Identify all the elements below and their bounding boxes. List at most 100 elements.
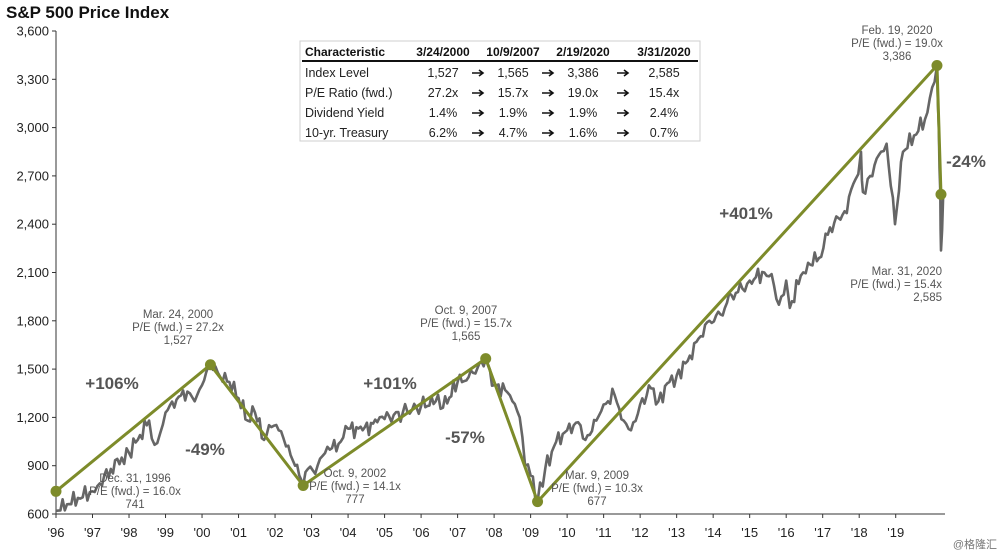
y-tick-label: 3,600 bbox=[16, 24, 49, 39]
y-tick-label: 2,700 bbox=[16, 168, 49, 183]
point-annotation: 3,386 bbox=[883, 51, 912, 63]
x-tick-label: '03 bbox=[303, 525, 320, 540]
x-tick-label: '12 bbox=[632, 525, 649, 540]
arrow-icon bbox=[617, 69, 630, 77]
y-tick-label: 3,000 bbox=[16, 120, 49, 135]
point-annotation: 677 bbox=[587, 496, 606, 508]
point-annotation: Mar. 9, 2009 bbox=[565, 470, 629, 482]
peak-trough-marker bbox=[480, 353, 492, 365]
table-row-label: Dividend Yield bbox=[305, 106, 384, 120]
point-annotation: Dec. 31, 1996 bbox=[99, 473, 171, 485]
x-tick-label: '08 bbox=[486, 525, 503, 540]
x-tick-label: '11 bbox=[596, 525, 612, 540]
x-tick-label: '18 bbox=[851, 525, 868, 540]
table-header-date: 2/19/2020 bbox=[556, 45, 610, 59]
table-cell: 1.4% bbox=[429, 106, 458, 120]
point-annotation: P/E (fwd.) = 14.1x bbox=[309, 481, 401, 493]
table-row-label: 10-yr. Treasury bbox=[305, 126, 389, 140]
point-annotation: 2,585 bbox=[913, 292, 942, 304]
point-annotation: Mar. 31, 2020 bbox=[872, 266, 942, 278]
point-annotation: Oct. 9, 2002 bbox=[324, 468, 387, 480]
y-tick-label: 1,500 bbox=[16, 362, 49, 377]
x-tick-label: '10 bbox=[559, 525, 576, 540]
x-tick-label: '96 bbox=[48, 525, 65, 540]
change-label: +401% bbox=[719, 204, 772, 223]
chart-title: S&P 500 Price Index bbox=[6, 3, 170, 22]
y-tick-label: 900 bbox=[27, 458, 49, 473]
point-annotation: 1,527 bbox=[164, 335, 193, 347]
point-annotation: P/E (fwd.) = 10.3x bbox=[551, 483, 643, 495]
table-cell: 6.2% bbox=[429, 126, 458, 140]
table-cell: 0.7% bbox=[650, 126, 679, 140]
x-tick-label: '15 bbox=[741, 525, 758, 540]
x-tick-label: '13 bbox=[668, 525, 685, 540]
peak-trough-marker bbox=[50, 485, 62, 497]
point-annotation: P/E (fwd.) = 27.2x bbox=[132, 322, 224, 334]
arrow-icon bbox=[542, 129, 555, 137]
point-annotation: Oct. 9, 2007 bbox=[435, 305, 498, 317]
point-annotation: 1,565 bbox=[452, 331, 481, 343]
arrow-icon bbox=[617, 89, 630, 97]
table-header-date: 10/9/2007 bbox=[486, 45, 540, 59]
table-cell: 1,527 bbox=[427, 66, 458, 80]
arrow-icon bbox=[472, 89, 485, 97]
point-annotation: Mar. 24, 2000 bbox=[143, 309, 213, 321]
change-label: -57% bbox=[445, 428, 485, 447]
peak-trough-marker bbox=[931, 59, 943, 71]
change-label: -49% bbox=[185, 440, 225, 459]
table-header-date: 3/24/2000 bbox=[416, 45, 470, 59]
x-tick-label: '16 bbox=[778, 525, 795, 540]
x-tick-label: '07 bbox=[449, 525, 466, 540]
table-row-label: Index Level bbox=[305, 66, 369, 80]
x-tick-label: '04 bbox=[340, 525, 357, 540]
point-annotation: P/E (fwd.) = 19.0x bbox=[851, 38, 943, 50]
arrow-icon bbox=[542, 69, 555, 77]
table-cell: 2.4% bbox=[650, 106, 679, 120]
y-tick-label: 3,300 bbox=[16, 72, 49, 87]
peak-trough-marker bbox=[297, 480, 309, 492]
change-label: +106% bbox=[85, 374, 138, 393]
arrow-icon bbox=[472, 109, 485, 117]
table-cell: 19.0x bbox=[568, 86, 599, 100]
x-tick-label: '99 bbox=[157, 525, 174, 540]
x-tick-label: '09 bbox=[522, 525, 539, 540]
table-cell: 1.9% bbox=[569, 106, 598, 120]
table-cell: 3,386 bbox=[567, 66, 598, 80]
arrow-icon bbox=[617, 129, 630, 137]
table-cell: 4.7% bbox=[499, 126, 528, 140]
table-header-date: 3/31/2020 bbox=[637, 45, 691, 59]
arrow-icon bbox=[542, 109, 555, 117]
table-cell: 1,565 bbox=[497, 66, 528, 80]
table-cell: 2,585 bbox=[648, 66, 679, 80]
watermark-text: @格隆汇 bbox=[953, 537, 997, 551]
y-tick-label: 1,800 bbox=[16, 313, 49, 328]
peak-trough-marker bbox=[204, 359, 216, 371]
x-tick-label: '01 bbox=[230, 525, 247, 540]
y-tick-label: 2,400 bbox=[16, 217, 49, 232]
y-tick-label: 1,200 bbox=[16, 410, 49, 425]
table-header-characteristic: Characteristic bbox=[305, 45, 385, 59]
x-tick-label: '98 bbox=[121, 525, 138, 540]
point-annotation: P/E (fwd.) = 15.7x bbox=[420, 318, 512, 330]
x-tick-label: '19 bbox=[887, 525, 904, 540]
arrow-icon bbox=[542, 89, 555, 97]
table-cell: 1.6% bbox=[569, 126, 598, 140]
table-cell: 1.9% bbox=[499, 106, 528, 120]
peak-trough-marker bbox=[935, 188, 947, 200]
point-annotation: P/E (fwd.) = 15.4x bbox=[850, 279, 942, 291]
table-cell: 15.4x bbox=[649, 86, 680, 100]
x-tick-label: '97 bbox=[84, 525, 101, 540]
point-annotation: Feb. 19, 2020 bbox=[862, 25, 933, 37]
x-tick-label: '06 bbox=[413, 525, 430, 540]
x-tick-label: '14 bbox=[705, 525, 722, 540]
change-label: -24% bbox=[946, 152, 986, 171]
point-annotation: 777 bbox=[345, 494, 364, 506]
y-tick-label: 2,100 bbox=[16, 265, 49, 280]
x-tick-label: '05 bbox=[376, 525, 393, 540]
arrow-icon bbox=[617, 109, 630, 117]
arrow-icon bbox=[472, 129, 485, 137]
change-label: +101% bbox=[363, 374, 416, 393]
summary-table-box bbox=[299, 40, 701, 142]
